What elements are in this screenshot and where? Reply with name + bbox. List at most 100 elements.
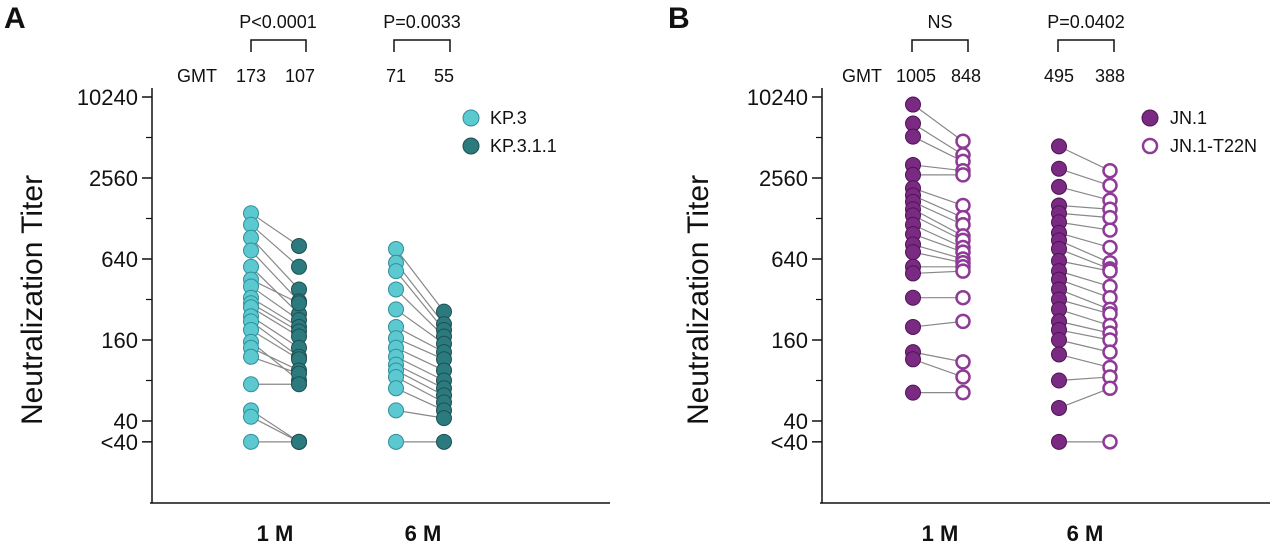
data-point — [243, 408, 259, 425]
pair-connector — [1058, 339, 1111, 353]
pair-connector — [250, 416, 300, 443]
y-axis: 10240 2560 640 160 40<40 — [747, 85, 823, 503]
pair-connector — [912, 104, 964, 142]
pair-connector — [1058, 260, 1111, 272]
y-tick-label: 40 — [784, 409, 808, 434]
data-point — [243, 433, 259, 450]
y-tick-label: 160 — [771, 328, 808, 353]
data-point — [905, 289, 921, 306]
pair-connector — [395, 356, 445, 382]
pair-connector — [912, 214, 964, 241]
pair-connector — [395, 409, 445, 419]
pair-connector — [912, 201, 964, 226]
pair-connector — [912, 224, 964, 248]
data-point — [955, 289, 971, 306]
data-point — [388, 433, 404, 450]
pair-connector — [1058, 329, 1111, 341]
data-point — [955, 384, 971, 401]
pair-connector — [912, 251, 964, 264]
data-point — [388, 301, 404, 318]
panel-letter-a: A — [4, 2, 26, 35]
data-point — [291, 237, 307, 254]
pair-connector — [395, 387, 445, 411]
data-point — [436, 410, 452, 427]
data-point — [291, 376, 307, 393]
data-point — [1102, 177, 1118, 194]
data-point — [388, 281, 404, 298]
y-tick-label: 160 — [101, 328, 138, 353]
data-point — [388, 263, 404, 280]
pair-connector — [250, 356, 300, 375]
legend-label: JN.1 — [1170, 108, 1207, 128]
pair-connector — [250, 306, 300, 337]
pair-connector — [250, 237, 300, 290]
pair-connector — [395, 308, 445, 345]
pair-connector — [912, 164, 964, 172]
data-point — [955, 167, 971, 183]
x-category-label: 6 M — [405, 521, 442, 546]
significance-bracket — [1057, 39, 1115, 52]
pair-connector — [250, 329, 300, 360]
panel-b: B Neutralization Titer 10240 2560 640 160 40… — [668, 2, 1270, 546]
gmt-value: 55 — [434, 66, 454, 86]
data-point — [436, 433, 452, 450]
pair-connector — [912, 351, 964, 363]
pair-connector — [1058, 387, 1111, 409]
pair-connector — [250, 409, 300, 443]
pair-connector — [1058, 145, 1111, 172]
pair-connector — [395, 337, 445, 360]
data-point — [905, 244, 921, 261]
y-axis: 10240 2560 640 160 40<40 — [77, 85, 153, 503]
pair-connector — [250, 341, 300, 381]
pair-connector — [912, 243, 964, 260]
legend: JN.1 JN.1-T22N — [1141, 108, 1257, 156]
legend-label: KP.3.1.1 — [490, 136, 557, 156]
pair-connector — [395, 262, 445, 325]
pair-connector — [395, 326, 445, 353]
data-point — [1051, 160, 1067, 177]
pair-connector — [1058, 212, 1111, 219]
p-value: P<0.0001 — [239, 12, 317, 32]
pair-connector — [250, 297, 300, 328]
pair-connector — [250, 279, 300, 304]
pair-connector — [912, 123, 964, 156]
pair-connector — [912, 233, 964, 253]
data-point — [243, 376, 259, 393]
data-point — [905, 318, 921, 335]
pair-connector — [250, 266, 300, 315]
data-point — [388, 380, 404, 397]
data-point — [1102, 222, 1118, 238]
pair-connector — [1058, 221, 1111, 231]
p-value: P=0.0402 — [1047, 12, 1125, 32]
pair-connector — [1058, 298, 1111, 315]
data-point — [1102, 162, 1118, 179]
data-point — [1102, 239, 1118, 256]
pair-connector — [1058, 279, 1111, 299]
p-value: P=0.0033 — [383, 12, 461, 32]
data-point — [1102, 344, 1118, 360]
data-point — [955, 354, 971, 370]
data-point — [905, 166, 921, 183]
data-point — [388, 240, 404, 257]
pair-connector — [1058, 186, 1111, 201]
pair-connector — [395, 248, 445, 312]
pair-connector — [250, 250, 300, 302]
data-point — [1102, 263, 1118, 279]
pair-connector — [250, 212, 300, 247]
pair-connector — [250, 285, 300, 321]
data-point — [1051, 433, 1067, 450]
legend-marker — [1141, 137, 1159, 155]
significance-bracket — [250, 39, 307, 52]
data-point — [1051, 346, 1067, 363]
data-point — [955, 263, 971, 279]
data-point — [1051, 178, 1067, 195]
pair-connector — [1058, 288, 1111, 310]
y-tick-label: <40 — [771, 430, 808, 455]
pair-connector — [1058, 204, 1111, 210]
pair-connector — [395, 289, 445, 337]
pair-connector — [250, 320, 300, 358]
data-point — [905, 128, 921, 145]
data-point — [905, 384, 921, 401]
data-point — [905, 265, 921, 282]
pair-connector — [1058, 376, 1111, 382]
